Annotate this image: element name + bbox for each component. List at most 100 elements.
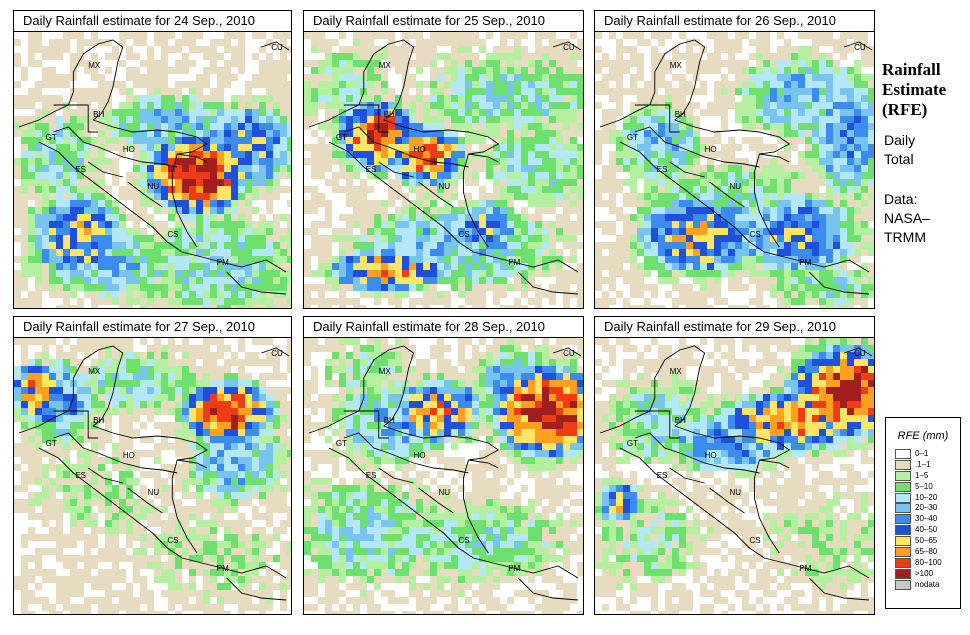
rain-cell <box>798 200 805 207</box>
rain-cell <box>119 116 126 123</box>
rain-cell <box>266 270 273 277</box>
rain-cell <box>28 359 35 366</box>
rain-cell <box>360 242 367 249</box>
rain-cell <box>861 88 868 95</box>
rain-cell <box>35 373 42 380</box>
rain-cell <box>126 235 133 242</box>
rain-cell <box>651 137 658 144</box>
rain-cell <box>231 74 238 81</box>
country-label: HO <box>414 145 426 154</box>
rain-cell <box>147 450 154 457</box>
rain-cell <box>245 109 252 116</box>
rain-cell <box>168 485 175 492</box>
rain-cell <box>465 123 472 130</box>
rain-cell <box>402 88 409 95</box>
rain-cell <box>91 394 98 401</box>
rain-cell <box>812 228 819 235</box>
rain-cell <box>287 263 291 270</box>
rain-cell <box>465 242 472 249</box>
rain-cell <box>798 193 805 200</box>
rain-cell <box>140 359 147 366</box>
rain-cell <box>161 102 168 109</box>
rain-cell <box>154 60 161 67</box>
rain-cell <box>224 366 231 373</box>
rain-cell <box>570 256 577 263</box>
rain-cell <box>245 200 252 207</box>
rain-cell <box>791 88 798 95</box>
rain-cell <box>259 291 266 298</box>
rain-cell <box>388 88 395 95</box>
rain-cell <box>535 32 542 39</box>
rain-cell <box>49 165 56 172</box>
rain-cell <box>259 123 266 130</box>
rain-cell <box>805 109 812 116</box>
rain-cell <box>686 158 693 165</box>
rain-cell <box>287 270 291 277</box>
rain-cell <box>182 39 189 46</box>
rain-cell <box>616 214 623 221</box>
rain-cell <box>63 291 70 298</box>
rain-cell <box>416 193 423 200</box>
rain-cell <box>147 415 154 422</box>
rain-cell <box>119 109 126 116</box>
rain-cell <box>339 242 346 249</box>
rain-cell <box>84 200 91 207</box>
rain-cell <box>602 60 609 67</box>
rain-cell <box>700 242 707 249</box>
rain-cell <box>196 352 203 359</box>
rain-cell <box>577 277 583 284</box>
rain-cell <box>644 179 651 186</box>
rain-cell <box>346 277 353 284</box>
rain-cell <box>577 193 583 200</box>
rain-cell <box>273 228 280 235</box>
rain-cell <box>42 429 49 436</box>
rain-cell <box>665 242 672 249</box>
rain-cell <box>332 172 339 179</box>
rain-cell <box>231 422 238 429</box>
rain-cell <box>847 102 854 109</box>
rain-cell <box>77 144 84 151</box>
rain-cell <box>728 305 735 308</box>
rain-cell <box>479 130 486 137</box>
rain-cell <box>273 172 280 179</box>
rain-cell <box>791 270 798 277</box>
rain-cell <box>28 450 35 457</box>
rain-cell <box>556 228 563 235</box>
rain-cell <box>819 179 826 186</box>
rain-cell <box>318 39 325 46</box>
rain-cell <box>521 67 528 74</box>
rain-cell <box>742 207 749 214</box>
rain-cell <box>133 277 140 284</box>
rain-cell <box>609 158 616 165</box>
rain-cell <box>763 109 770 116</box>
country-label: NU <box>148 182 160 191</box>
rain-cell <box>609 298 616 305</box>
rain-cell <box>402 221 409 228</box>
rain-cell <box>112 53 119 60</box>
rain-cell <box>826 242 833 249</box>
rain-cell <box>210 123 217 130</box>
rain-cell <box>175 345 182 352</box>
rain-cell <box>154 284 161 291</box>
rain-cell <box>147 109 154 116</box>
rain-cell <box>651 284 658 291</box>
rain-cell <box>458 214 465 221</box>
rain-cell <box>728 200 735 207</box>
rain-cell <box>14 305 21 308</box>
rain-cell <box>182 67 189 74</box>
rain-cell <box>168 172 175 179</box>
rain-cell <box>465 277 472 284</box>
rain-cell <box>658 228 665 235</box>
rain-cell <box>112 158 119 165</box>
rain-cell <box>238 158 245 165</box>
rain-cell <box>528 158 535 165</box>
rain-cell <box>472 60 479 67</box>
rain-cell <box>784 60 791 67</box>
rain-cell <box>763 228 770 235</box>
rain-cell <box>535 291 542 298</box>
rain-cell <box>133 270 140 277</box>
rain-cell <box>651 221 658 228</box>
rain-cell <box>840 46 847 53</box>
rain-cell <box>259 165 266 172</box>
rain-cell <box>700 151 707 158</box>
